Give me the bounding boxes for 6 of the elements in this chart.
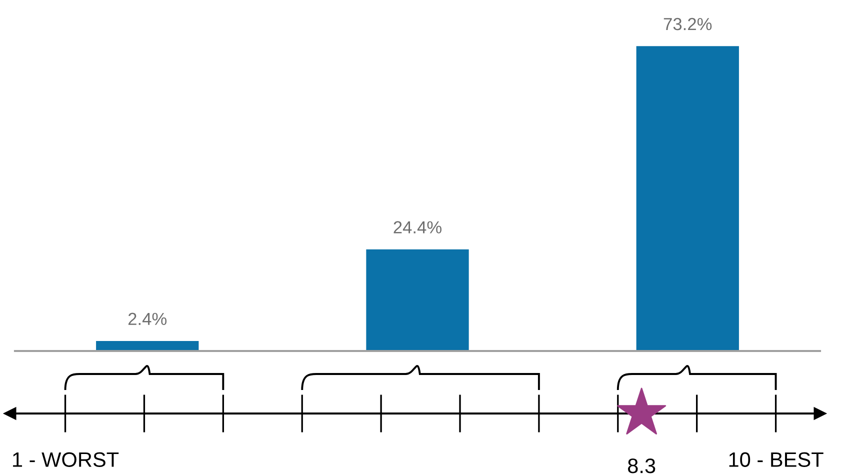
text: 10 - BEST <box>729 452 824 467</box>
data-label: 2.4% <box>128 312 167 326</box>
data-label: 24.4% <box>394 221 442 234</box>
data-label: 73.2% <box>664 18 712 30</box>
text: 8.3 <box>628 458 656 474</box>
text: 1 - WORST <box>13 452 119 467</box>
